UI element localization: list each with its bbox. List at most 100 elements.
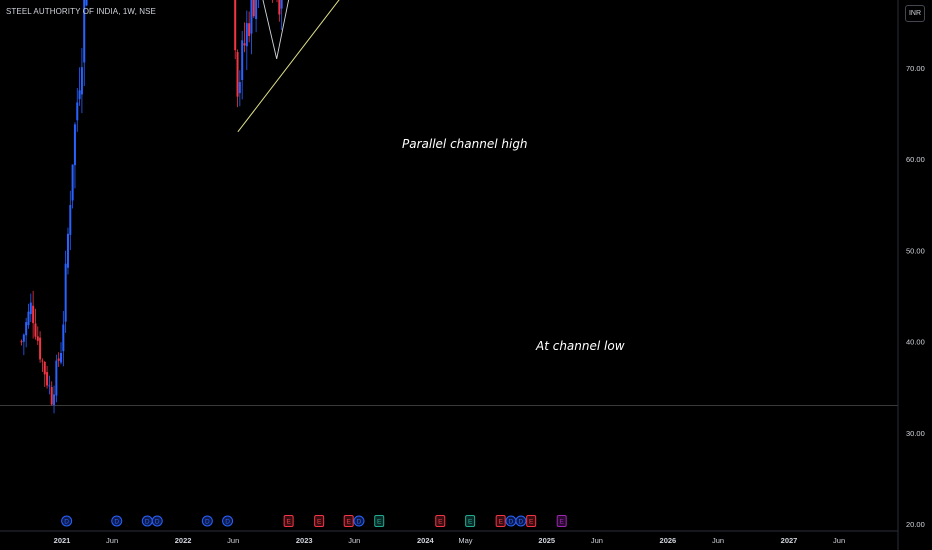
earnings-marker[interactable] [283, 515, 294, 527]
candle-body [80, 67, 83, 95]
candle-body [27, 311, 30, 326]
dividend-marker[interactable] [111, 515, 123, 527]
earnings-marker[interactable] [465, 515, 476, 527]
earnings-marker[interactable] [343, 515, 354, 527]
event-marker-label: E [438, 518, 443, 525]
event-marker-label: D [357, 518, 362, 525]
candle-body [69, 205, 72, 235]
event-marker-label: D [205, 518, 210, 525]
event-marker-label: D [225, 518, 230, 525]
candle-body [255, 0, 258, 20]
annotation-channel-high[interactable]: Parallel channel high [402, 137, 528, 151]
candles [20, 0, 283, 414]
candle-body [50, 386, 53, 405]
event-marker-label: D [114, 518, 119, 525]
event-marker-label: D [519, 518, 524, 525]
candle-body [39, 337, 42, 360]
candle-body [250, 0, 253, 34]
y-tick-label: 30.00 [906, 429, 925, 438]
candle-body [55, 360, 58, 396]
x-tick-label: Jun [591, 536, 603, 545]
y-tick-label: 70.00 [906, 64, 925, 73]
event-marker-label: E [560, 518, 565, 525]
x-tick-label: 2021 [54, 536, 71, 545]
candle-body [278, 0, 281, 15]
dividend-marker[interactable] [201, 515, 213, 527]
earnings-marker[interactable] [556, 515, 567, 527]
candle-body [83, 0, 86, 63]
event-marker-label: D [509, 518, 514, 525]
candle-body [280, 0, 283, 9]
candle-body [36, 336, 39, 341]
x-tick-label: Jun [106, 536, 118, 545]
candle-body [22, 334, 25, 342]
event-marker-label: E [529, 518, 534, 525]
y-tick-label: 20.00 [906, 520, 925, 529]
candle-body [85, 0, 88, 6]
x-tick-label: 2025 [538, 536, 555, 545]
earnings-marker[interactable] [374, 515, 385, 527]
candle-body [32, 305, 35, 324]
projection-path[interactable] [105, 0, 631, 59]
candle-body [62, 324, 65, 352]
x-tick-label: Jun [348, 536, 360, 545]
candle-body [238, 82, 241, 94]
dividend-marker[interactable] [222, 515, 234, 527]
currency-button[interactable]: INR [905, 5, 925, 22]
channel-lower-line[interactable] [237, 0, 658, 133]
event-marker-label: D [64, 518, 69, 525]
candle-body [25, 322, 28, 336]
event-marker-label: E [377, 518, 382, 525]
candle-body [234, 0, 237, 51]
x-tick-label: May [458, 536, 472, 545]
candle-body [243, 43, 246, 46]
x-tick-label: 2027 [781, 536, 798, 545]
candle-body [53, 394, 56, 405]
event-marker-label: D [155, 518, 160, 525]
candle-body [71, 164, 74, 201]
earnings-marker[interactable] [435, 515, 446, 527]
y-tick-label: 40.00 [906, 338, 925, 347]
event-marker-label: E [286, 518, 291, 525]
candle-body [43, 362, 46, 375]
x-tick-label: 2024 [417, 536, 435, 545]
candle-body [252, 0, 255, 17]
candle-body [248, 23, 251, 37]
event-marker-label: E [317, 518, 322, 525]
dividend-marker[interactable] [61, 515, 73, 527]
candle-body [245, 23, 248, 47]
candle-body [64, 263, 67, 322]
event-marker-label: E [498, 518, 503, 525]
candle-body [66, 233, 69, 268]
candle-body [76, 102, 79, 121]
x-tick-label: 2022 [175, 536, 192, 545]
annotation-channel-low[interactable]: At channel low [535, 339, 625, 353]
dividend-marker[interactable] [353, 515, 365, 527]
x-tick-label: Jun [833, 536, 845, 545]
candle-body [20, 341, 23, 343]
candle-body [29, 302, 32, 315]
candle-body [73, 124, 76, 166]
event-marker-label: E [468, 518, 473, 525]
candle-body [34, 323, 37, 337]
dividend-marker[interactable] [151, 515, 163, 527]
x-tick-label: Jun [227, 536, 239, 545]
y-tick-label: 50.00 [906, 246, 925, 255]
earnings-marker[interactable] [314, 515, 325, 527]
candle-body [60, 353, 63, 363]
earnings-marker[interactable] [526, 515, 537, 527]
x-tick-label: 2026 [660, 536, 677, 545]
candle-body [241, 40, 244, 81]
candle-body [41, 360, 44, 362]
candle-body [46, 372, 49, 386]
candle-body [57, 358, 60, 361]
x-tick-label: Jun [712, 536, 724, 545]
x-tick-label: 2023 [296, 536, 313, 545]
symbol-title: STEEL AUTHORITY OF INDIA, 1W, NSE [6, 7, 156, 16]
dividend-marker[interactable] [515, 515, 527, 527]
event-marker-label: D [145, 518, 150, 525]
earnings-marker[interactable] [495, 515, 506, 527]
